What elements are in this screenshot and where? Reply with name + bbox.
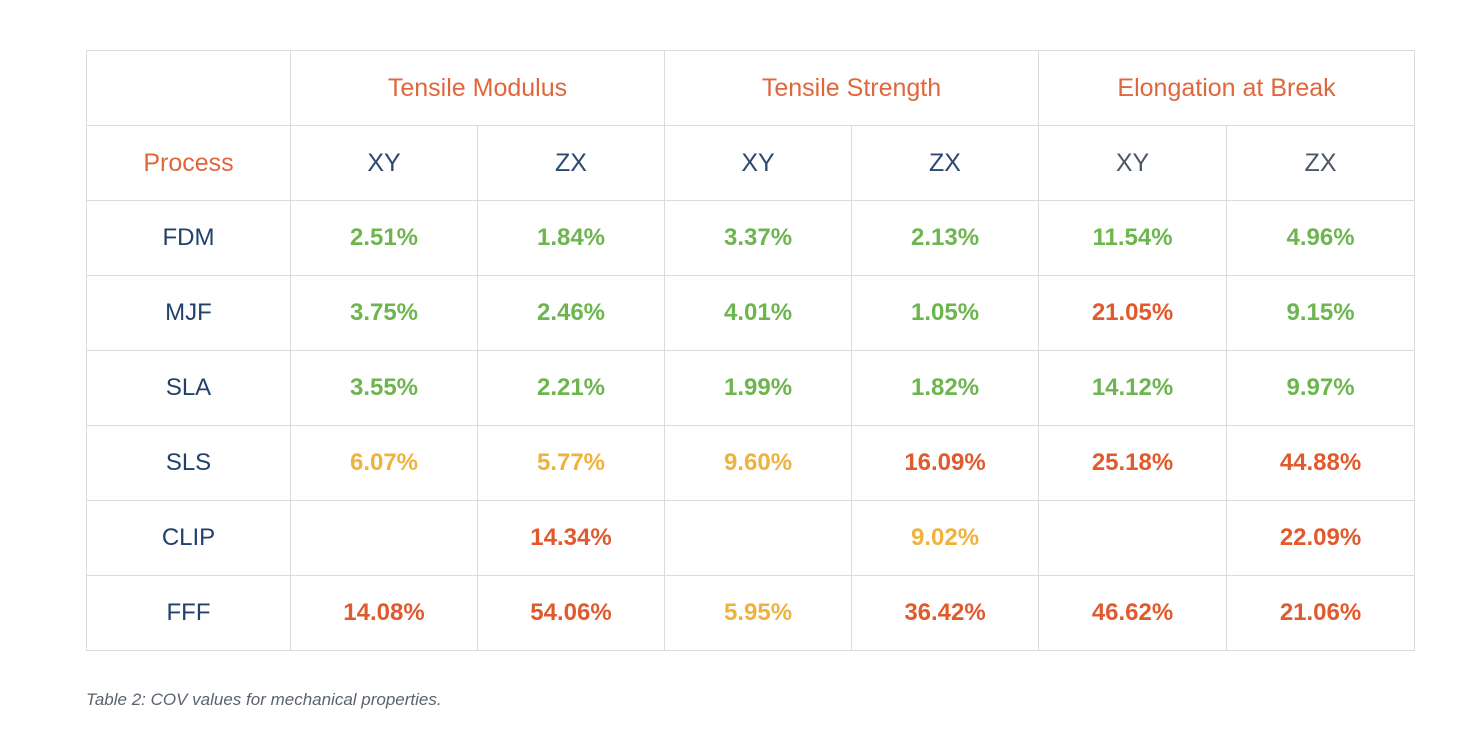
cov-value: 44.88% [1226, 425, 1416, 501]
subheader-elongation-zx: ZX [1226, 125, 1416, 201]
cov-value: 2.13% [851, 200, 1040, 276]
cov-value: 16.09% [851, 425, 1040, 501]
cov-value: 14.08% [290, 575, 478, 651]
cov-table-container: Tensile Modulus Tensile Strength Elongat… [86, 50, 1416, 651]
cov-value [290, 500, 478, 576]
cov-value: 3.37% [664, 200, 853, 276]
subheader-strength-xy: XY [664, 125, 853, 201]
cov-value [1038, 500, 1228, 576]
cov-value: 25.18% [1038, 425, 1228, 501]
subheader-modulus-xy: XY [290, 125, 478, 201]
group-header-tensile-modulus: Tensile Modulus [289, 50, 666, 126]
process-name: FDM [86, 200, 291, 276]
cov-value: 14.12% [1038, 350, 1228, 426]
cov-value: 6.07% [290, 425, 478, 501]
cov-value [664, 500, 853, 576]
cov-value: 22.09% [1226, 500, 1416, 576]
cov-value: 4.01% [664, 275, 853, 351]
cov-table: Tensile Modulus Tensile Strength Elongat… [86, 50, 1416, 651]
process-name: CLIP [86, 500, 291, 576]
table-body: FDM 2.51% 1.84% 3.37% 2.13% 11.54% 4.96%… [86, 200, 1416, 651]
cov-value: 4.96% [1226, 200, 1416, 276]
cov-value: 3.55% [290, 350, 478, 426]
table-row: SLS 6.07% 5.77% 9.60% 16.09% 25.18% 44.8… [86, 425, 1416, 501]
subheader-strength-zx: ZX [851, 125, 1040, 201]
group-header-row: Tensile Modulus Tensile Strength Elongat… [86, 50, 1416, 126]
group-header-elongation-at-break: Elongation at Break [1038, 50, 1416, 126]
cov-value: 9.97% [1226, 350, 1416, 426]
cov-value: 36.42% [851, 575, 1040, 651]
cov-value: 1.99% [664, 350, 853, 426]
cov-value: 9.15% [1226, 275, 1416, 351]
process-column-header: Process [86, 125, 291, 201]
cov-value: 1.82% [851, 350, 1040, 426]
process-name: MJF [86, 275, 291, 351]
cov-value: 3.75% [290, 275, 478, 351]
cov-value: 11.54% [1038, 200, 1228, 276]
cov-value: 21.05% [1038, 275, 1228, 351]
table-row: FFF 14.08% 54.06% 5.95% 36.42% 46.62% 21… [86, 575, 1416, 651]
corner-cell [86, 50, 291, 126]
cov-value: 5.95% [664, 575, 853, 651]
cov-value: 1.84% [476, 200, 666, 276]
table-row: FDM 2.51% 1.84% 3.37% 2.13% 11.54% 4.96% [86, 200, 1416, 276]
cov-value: 2.51% [290, 200, 478, 276]
group-header-tensile-strength: Tensile Strength [664, 50, 1040, 126]
subheader-modulus-zx: ZX [476, 125, 666, 201]
cov-value: 54.06% [476, 575, 666, 651]
cov-value: 14.34% [476, 500, 666, 576]
table-row: CLIP 14.34% 9.02% 22.09% [86, 500, 1416, 576]
cov-value: 9.02% [851, 500, 1040, 576]
cov-value: 1.05% [851, 275, 1040, 351]
cov-value: 9.60% [664, 425, 853, 501]
table-row: MJF 3.75% 2.46% 4.01% 1.05% 21.05% 9.15% [86, 275, 1416, 351]
subheader-row: Process XY ZX XY ZX XY ZX [86, 125, 1416, 201]
cov-value: 5.77% [476, 425, 666, 501]
subheader-elongation-xy: XY [1038, 125, 1228, 201]
process-name: SLS [86, 425, 291, 501]
table-caption: Table 2: COV values for mechanical prope… [86, 690, 442, 709]
cov-value: 2.21% [476, 350, 666, 426]
cov-value: 2.46% [476, 275, 666, 351]
cov-value: 46.62% [1038, 575, 1228, 651]
cov-value: 21.06% [1226, 575, 1416, 651]
process-name: FFF [86, 575, 291, 651]
process-name: SLA [86, 350, 291, 426]
table-row: SLA 3.55% 2.21% 1.99% 1.82% 14.12% 9.97% [86, 350, 1416, 426]
